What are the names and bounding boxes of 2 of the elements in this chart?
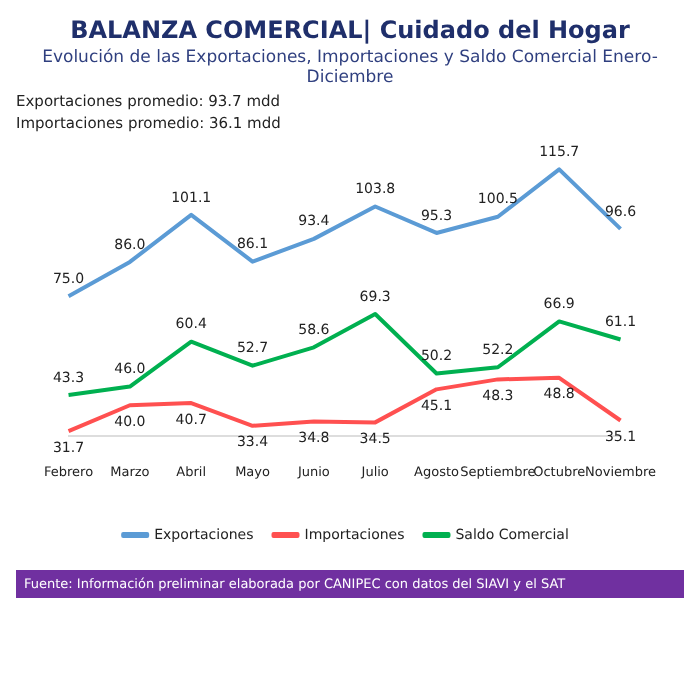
chart-title: BALANZA COMERCIAL| Cuidado del Hogar xyxy=(68,16,632,44)
chart-subtitle: Evolución de las Exportaciones, Importaciones y Saldo Comercial Enero-Diciembre xyxy=(40,48,660,88)
